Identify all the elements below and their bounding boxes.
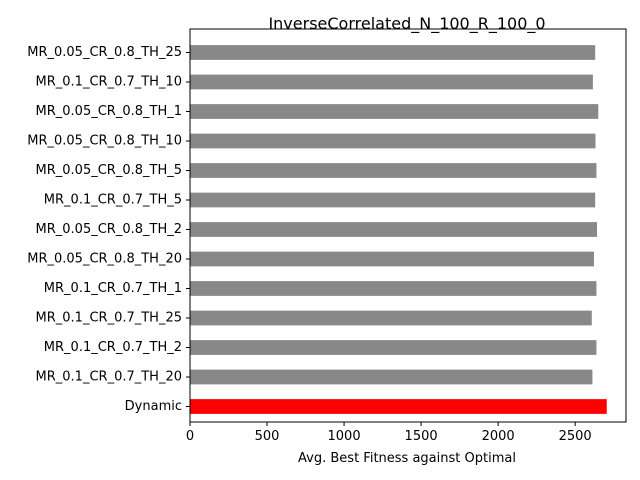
y-tick-label-9: MR_0.1_CR_0.7_TH_25 bbox=[36, 311, 182, 326]
y-tick-label-12: Dynamic bbox=[125, 399, 182, 414]
bar-8 bbox=[190, 281, 597, 296]
bar-6 bbox=[190, 222, 598, 237]
bar-3 bbox=[190, 133, 596, 149]
y-tick-label-3: MR_0.05_CR_0.8_TH_10 bbox=[27, 134, 182, 149]
bar-5 bbox=[190, 192, 596, 208]
x-tick-label-0: 0 bbox=[186, 429, 194, 444]
y-tick-label-7: MR_0.05_CR_0.8_TH_20 bbox=[27, 252, 182, 267]
y-tick-label-6: MR_0.05_CR_0.8_TH_2 bbox=[36, 222, 182, 237]
bar-4 bbox=[190, 163, 597, 178]
x-tick-label-5: 2500 bbox=[559, 429, 592, 444]
bar-9 bbox=[190, 310, 592, 326]
bar-12 bbox=[190, 399, 607, 414]
bar-7 bbox=[190, 251, 594, 267]
y-tick-label-11: MR_0.1_CR_0.7_TH_20 bbox=[36, 370, 182, 385]
y-tick-label-1: MR_0.1_CR_0.7_TH_10 bbox=[36, 75, 182, 90]
y-tick-label-4: MR_0.05_CR_0.8_TH_5 bbox=[36, 163, 182, 178]
x-tick-label-3: 1500 bbox=[405, 429, 438, 444]
x-tick-label-2: 1000 bbox=[328, 429, 361, 444]
bar-11 bbox=[190, 369, 593, 385]
x-tick-label-4: 2000 bbox=[482, 429, 515, 444]
bar-0 bbox=[190, 45, 596, 60]
y-tick-label-0: MR_0.05_CR_0.8_TH_25 bbox=[27, 45, 182, 60]
y-tick-label-8: MR_0.1_CR_0.7_TH_1 bbox=[44, 281, 182, 296]
x-axis-label: Avg. Best Fitness against Optimal bbox=[298, 451, 516, 466]
plot-frame bbox=[189, 28, 627, 423]
bar-10 bbox=[190, 340, 597, 355]
bar-2 bbox=[190, 104, 599, 119]
bars-group bbox=[190, 45, 607, 414]
x-axis-ticks: 0 500 1000 1500 2000 2500 bbox=[186, 422, 592, 444]
chart-title: InverseCorrelated_N_100_R_100_0 bbox=[268, 14, 545, 34]
y-tick-label-2: MR_0.05_CR_0.8_TH_1 bbox=[36, 104, 182, 119]
bar-1 bbox=[190, 74, 593, 90]
y-axis-ticks: MR_0.05_CR_0.8_TH_25 MR_0.1_CR_0.7_TH_10 M… bbox=[27, 45, 190, 414]
x-tick-label-1: 500 bbox=[255, 429, 280, 444]
y-tick-label-10: MR_0.1_CR_0.7_TH_2 bbox=[44, 340, 182, 355]
y-tick-label-5: MR_0.1_CR_0.7_TH_5 bbox=[44, 193, 182, 208]
